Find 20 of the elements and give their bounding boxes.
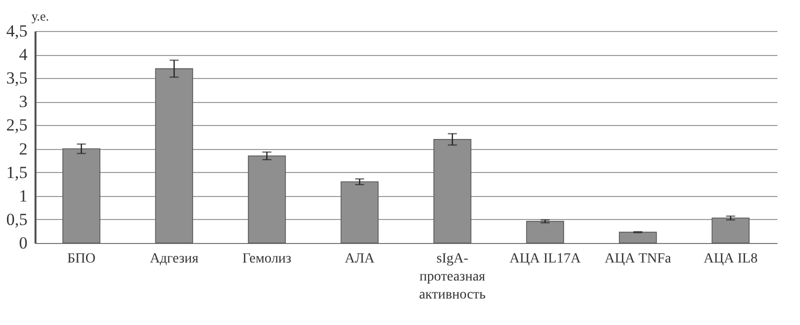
x-tick-label: АЦА IL8 <box>704 252 758 266</box>
y-tick-label: 1,5 <box>6 162 28 182</box>
x-tick-label: АЛА <box>344 252 376 266</box>
x-tick-label: Гемолиз <box>242 252 292 266</box>
y-tick-label: 3,5 <box>6 68 28 88</box>
bar <box>618 232 657 244</box>
y-tick-label: 4 <box>19 45 28 64</box>
x-tick-label: АЦА IL17A <box>510 252 582 266</box>
y-tick-label: 4,5 <box>6 22 28 40</box>
x-tick-label: Адгезия <box>150 252 200 266</box>
x-tick-label: sIgA-протеазная активность <box>419 252 486 302</box>
y-tick-label: 2 <box>19 139 28 158</box>
y-tick-label: 3 <box>19 92 28 112</box>
y-axis-title: у.е. <box>32 8 49 24</box>
x-tick-label: БПО <box>67 252 96 266</box>
y-tick-label: 0,5 <box>6 210 28 229</box>
x-tick-label: АЦА TNFa <box>604 252 672 266</box>
y-tick-label: 2,5 <box>6 116 28 135</box>
y-tick-label: 1 <box>19 186 28 206</box>
y-tick-label: 0 <box>19 234 28 252</box>
